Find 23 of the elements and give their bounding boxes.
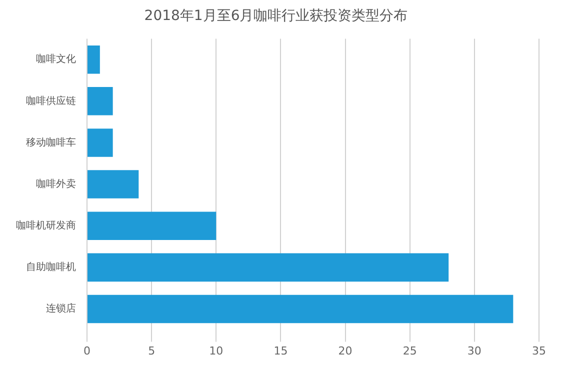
bar [88,45,100,74]
bar [88,170,139,198]
x-tick-label: 10 [209,344,224,358]
bar [88,212,216,240]
y-tick-label: 自助咖啡机 [26,261,76,274]
y-tick-label: 咖啡文化 [36,53,76,66]
x-tick-label: 20 [338,344,352,358]
x-tick-label: 15 [274,344,288,358]
x-tick-label: 0 [84,344,90,358]
x-tick-label: 35 [532,344,546,358]
bar [88,253,449,282]
chart-title: 2018年1月至6月咖啡行业获投资类型分布 [144,8,408,24]
bar [88,294,514,324]
x-tick-label: 5 [148,344,156,358]
bar [88,87,113,116]
y-tick-label: 连锁店 [46,302,76,315]
y-tick-label: 咖啡供应链 [26,94,76,107]
x-tick-label: 25 [402,344,417,358]
y-tick-label: 移动咖啡车 [26,136,76,148]
y-tick-label: 咖啡外卖 [36,178,76,190]
y-tick-label: 咖啡机研发商 [16,219,76,232]
x-tick-label: 30 [467,344,482,358]
bar [88,128,113,157]
